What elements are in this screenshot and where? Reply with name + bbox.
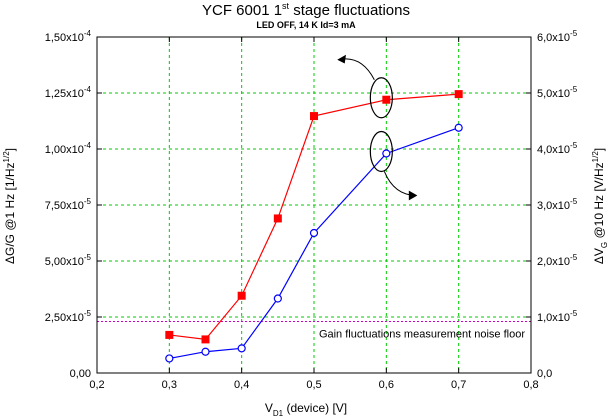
data-point-circle <box>382 149 391 158</box>
data-point-square <box>201 335 210 344</box>
arrowhead-right-icon <box>408 190 418 201</box>
y-right-tick-label: 3,0x10-5 <box>537 197 578 212</box>
annotations <box>337 54 418 201</box>
noise-floor-label: Gain fluctuations measurement noise floo… <box>319 328 525 340</box>
data-point-circle <box>309 228 319 238</box>
chart-subtitle: LED OFF, 14 K Id=3 mA <box>256 20 356 30</box>
y-right-tick-label: 6,0x10-5 <box>537 29 578 44</box>
annotation-ellipse-blue-series <box>369 130 393 173</box>
x-tick-label: 0,8 <box>523 379 538 391</box>
data-point-circle <box>201 347 210 356</box>
axis-ticks: 0,2 0,3 0,4 0,5 0,6 0,7 0,8 0,00 2,50x10-5 5,00x1… <box>45 29 578 391</box>
data-point-circle <box>454 123 463 132</box>
series-layer <box>165 90 463 363</box>
data-point-square <box>165 330 174 339</box>
y-right-tick-label: 1,0x10-5 <box>537 309 578 324</box>
noise-floor-group: Gain fluctuations measurement noise floo… <box>97 320 531 340</box>
x-tick-label: 0,6 <box>379 379 394 391</box>
y-left-tick-label: 0,00 <box>70 368 91 380</box>
data-point-circle <box>165 354 174 363</box>
y-right-tick-label: 4,0x10-5 <box>537 141 578 156</box>
y-left-tick-label: 1,00x10-4 <box>45 141 92 156</box>
data-point-square <box>454 90 463 99</box>
x-axis-label: VD1 (device) [V] <box>265 401 347 418</box>
data-point-circle <box>273 294 282 303</box>
y-left-tick-label: 7,50x10-5 <box>45 197 92 212</box>
y-left-tick-label: 1,25x10-4 <box>45 85 92 100</box>
y-right-tick-label: 5,0x10-5 <box>537 85 578 100</box>
y-left-tick-label: 5,00x10-5 <box>45 253 92 268</box>
y-axis-right-label: ΔVG @10 Hz [V/Hz1/2] <box>591 148 609 264</box>
x-tick-label: 0,2 <box>89 379 104 391</box>
x-tick-label: 0,4 <box>234 379 249 391</box>
grid-lines <box>97 37 531 373</box>
data-point-square <box>273 214 282 223</box>
data-point-square <box>382 95 391 104</box>
x-tick-label: 0,3 <box>162 379 177 391</box>
arrowhead-left-icon <box>337 54 346 64</box>
y-right-tick-label: 0,0 <box>537 368 552 380</box>
x-tick-label: 0,5 <box>306 379 321 391</box>
y-left-tick-label: 1,50x10-4 <box>45 29 92 44</box>
y-axis-left-label: ΔG/G @1 Hz [1/Hz1/2] <box>2 148 17 264</box>
y-left-tick-label: 2,50x10-5 <box>45 309 92 324</box>
data-point-circle <box>237 344 246 353</box>
chart-title: YCF 6001 1st stage fluctuations <box>202 1 410 19</box>
y-right-tick-label: 2,0x10-5 <box>537 253 578 268</box>
annotation-ellipse-red-series <box>369 77 393 119</box>
x-tick-label: 0,7 <box>451 379 466 391</box>
annotation-arrow-right <box>383 171 417 196</box>
data-point-square <box>310 112 318 121</box>
data-point-square <box>237 291 246 300</box>
